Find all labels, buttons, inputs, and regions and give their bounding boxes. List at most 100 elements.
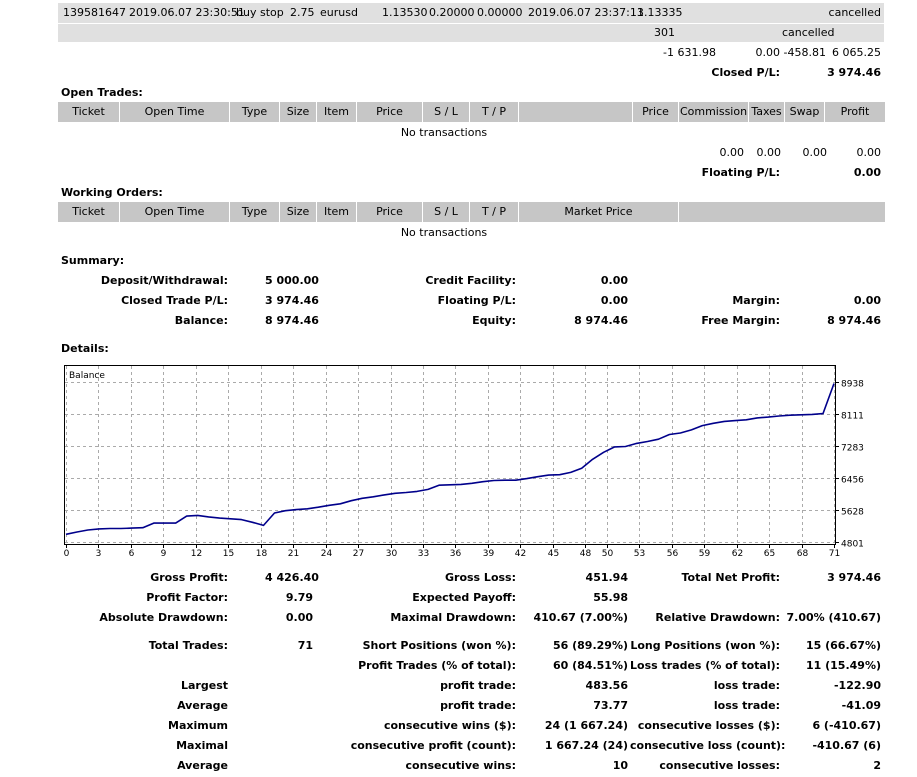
x-tick-label: 50 (602, 549, 614, 559)
y-tick-label: 8938 (841, 380, 864, 390)
equity-label: Equity: (472, 314, 516, 327)
working-orders-empty: No transactions (400, 226, 488, 239)
details-title: Details: (61, 342, 109, 355)
average-loss-value: -41.09 (841, 699, 881, 712)
order-open-time: 2019.06.07 23:30:51 (129, 6, 245, 19)
credit-value: 0.00 (600, 274, 628, 287)
x-tick-label: 71 (829, 549, 840, 559)
average2-label: Average (177, 759, 228, 772)
average-loss-label: loss trade: (713, 699, 780, 712)
col-taxes: Taxes (749, 102, 785, 122)
avg-cons-wins-label: consecutive wins: (405, 759, 516, 772)
x-tick-label: 33 (418, 549, 429, 559)
x-tick-label: 12 (191, 549, 202, 559)
order-size: 2.75 (290, 6, 315, 19)
working-orders-header: Ticket Open Time Type Size Item Price S … (58, 202, 885, 222)
gross-profit-label: Gross Profit: (150, 571, 228, 584)
wcol-price: Price (357, 202, 423, 222)
closed-commission: -1 631.98 (663, 46, 716, 59)
average-profit-label: profit trade: (440, 699, 516, 712)
order-status: cancelled (828, 6, 881, 19)
loss-trades-label: Loss trades (% of total): (630, 659, 781, 672)
col-open-time: Open Time (120, 102, 230, 122)
avg-cons-wins-value: 10 (612, 759, 628, 772)
wcol-market-price: Market Price (519, 202, 679, 222)
col-tp: T / P (470, 102, 519, 122)
closed-pl-value: 3 974.46 (827, 66, 881, 79)
wcol-tp: T / P (470, 202, 519, 222)
wcol-type: Type (230, 202, 280, 222)
x-tick-label: 39 (483, 549, 495, 559)
abs-dd-value: 0.00 (285, 611, 313, 624)
x-tick-label: 48 (580, 549, 592, 559)
loss-trades-value: 11 (15.49%) (805, 659, 881, 672)
deposit-label: Deposit/Withdrawal: (100, 274, 228, 287)
x-tick-label: 45 (548, 549, 559, 559)
total-trades-label: Total Trades: (148, 639, 228, 652)
order-ticket: 139581647 (63, 6, 126, 19)
floating-pl-label: Floating P/L: (701, 166, 780, 179)
x-tick-label: 59 (699, 549, 711, 559)
chart-frame (64, 365, 836, 545)
expected-payoff-label: Expected Payoff: (412, 591, 516, 604)
x-tick-label: 18 (256, 549, 268, 559)
closed-trade-value: 3 974.46 (265, 294, 319, 307)
order-tp: 0.00000 (477, 6, 523, 19)
order-row (58, 3, 884, 23)
average-label: Average (177, 699, 228, 712)
summary-title: Summary: (61, 254, 125, 267)
col-item: Item (317, 102, 357, 122)
open-profit: 0.00 (856, 146, 882, 159)
max-cons-losses-value: 6 (-410.67) (812, 719, 881, 732)
y-tick-label: 6456 (841, 476, 864, 486)
open-commission: 0.00 (719, 146, 745, 159)
total-net-label: Total Net Profit: (681, 571, 781, 584)
long-positions-value: 15 (66.67%) (805, 639, 881, 652)
open-taxes: 0.00 (756, 146, 782, 159)
profit-trades-value: 60 (84.51%) (552, 659, 628, 672)
free-margin-value: 8 974.46 (827, 314, 881, 327)
y-tick-label: 7283 (841, 444, 864, 454)
avg-cons-losses-label: consecutive losses: (659, 759, 780, 772)
largest-loss-value: -122.90 (833, 679, 881, 692)
maximal-profit-label: consecutive profit (count): (350, 739, 516, 752)
x-tick-label: 56 (667, 549, 679, 559)
closed-profit: 6 065.25 (832, 46, 881, 59)
balance-label: Balance: (174, 314, 228, 327)
closed-pl-label: Closed P/L: (711, 66, 780, 79)
y-tick-label: 4801 (841, 540, 864, 550)
wcol-size: Size (280, 202, 317, 222)
closed-taxes: 0.00 (755, 46, 781, 59)
x-tick-label: 30 (386, 549, 398, 559)
y-tick-label: 5628 (841, 508, 864, 518)
open-swap: 0.00 (802, 146, 828, 159)
total-net-value: 3 974.46 (827, 571, 881, 584)
gross-profit-value: 4 426.40 (265, 571, 319, 584)
short-positions-label: Short Positions (won %): (362, 639, 516, 652)
x-tick-label: 15 (223, 549, 234, 559)
col-price: Price (357, 102, 423, 122)
gross-loss-value: 451.94 (585, 571, 628, 584)
col-blank (519, 102, 633, 122)
working-orders-title: Working Orders: (61, 186, 163, 199)
x-tick-label: 53 (634, 549, 645, 559)
order-item: eurusd (320, 6, 358, 19)
maximal-loss-label: consecutive loss (count): (630, 739, 786, 752)
total-trades-value: 71 (297, 639, 313, 652)
y-tick-label: 8111 (841, 412, 864, 422)
profit-factor-value: 9.79 (285, 591, 313, 604)
largest-profit-label: profit trade: (440, 679, 516, 692)
rel-dd-value: 7.00% (410.67) (786, 611, 882, 624)
expected-payoff-value: 55.98 (593, 591, 628, 604)
equity-value: 8 974.46 (574, 314, 628, 327)
avg-cons-losses-value: 2 (873, 759, 881, 772)
max-dd-value: 410.67 (7.00%) (533, 611, 629, 624)
col-ticket: Ticket (58, 102, 120, 122)
col-swap: Swap (785, 102, 825, 122)
open-trades-header: Ticket Open Time Type Size Item Price S … (58, 102, 885, 122)
x-tick-label: 3 (96, 549, 102, 559)
x-tick-label: 65 (764, 549, 775, 559)
profit-factor-label: Profit Factor: (146, 591, 228, 604)
profit-trades-label: Profit Trades (% of total): (358, 659, 516, 672)
